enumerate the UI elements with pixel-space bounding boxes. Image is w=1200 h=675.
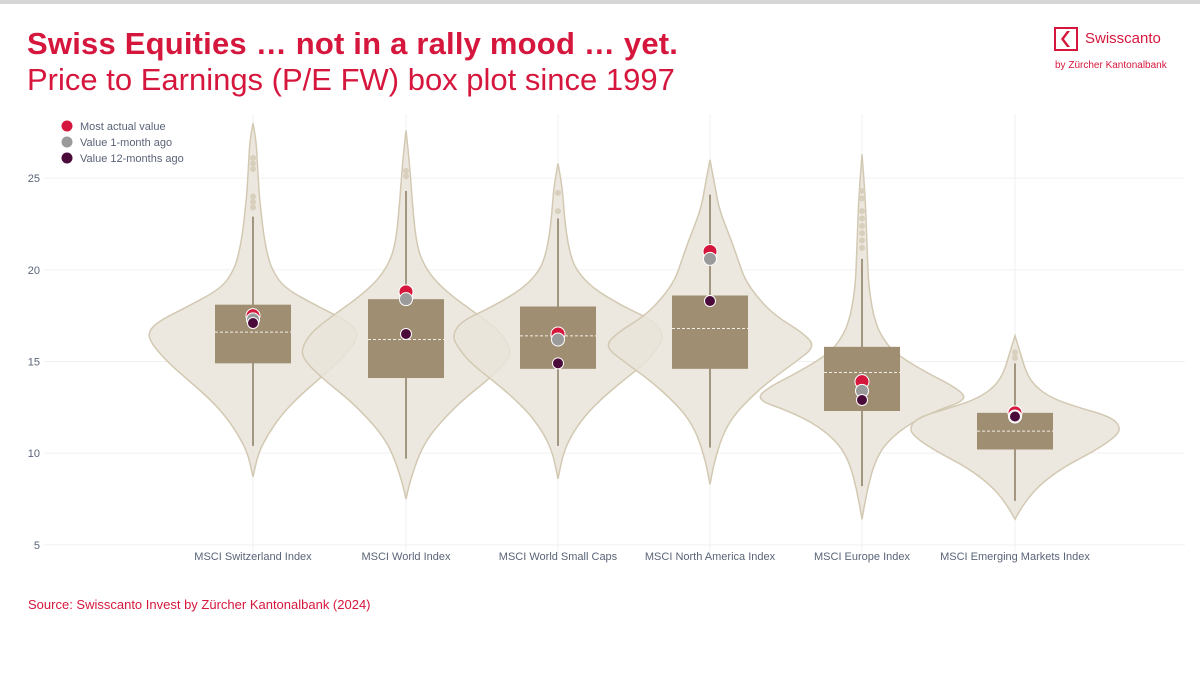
outlier-point — [859, 244, 865, 251]
top-divider — [0, 0, 1200, 4]
swisscanto-logo: Swisscanto by Zürcher Kantonalbank — [1054, 27, 1184, 77]
twelve-month-point — [400, 328, 412, 340]
logo-name: Swisscanto — [1085, 30, 1161, 47]
chart-title: Swiss Equities … not in a rally mood … y… — [27, 26, 679, 61]
legend-label: Most actual value — [80, 121, 166, 133]
outlier-point — [859, 222, 865, 229]
iqr-box — [672, 295, 748, 369]
x-tick-label: MSCI Emerging Markets Index — [940, 551, 1090, 563]
outlier-point — [250, 166, 256, 172]
twelve-month-point — [552, 357, 564, 370]
outlier-point — [859, 195, 865, 202]
source-note: Source: Swisscanto Invest by Zürcher Kan… — [28, 597, 371, 612]
outlier-point — [555, 189, 561, 196]
one-month-point — [551, 332, 565, 347]
y-tick-label: 25 — [28, 173, 40, 185]
one-month-point — [703, 251, 717, 266]
legend-marker — [61, 152, 73, 164]
outlier-point — [1012, 354, 1018, 361]
outlier-point — [250, 193, 256, 200]
twelve-month-point — [704, 295, 716, 307]
legend-label: Value 1-month ago — [80, 137, 172, 149]
outlier-point — [403, 173, 409, 180]
outlier-point — [250, 160, 256, 167]
twelve-month-point — [247, 317, 259, 329]
one-month-point — [399, 292, 413, 307]
y-tick-label: 15 — [28, 357, 40, 369]
x-tick-label: MSCI World Index — [361, 551, 451, 563]
legend-marker — [61, 120, 73, 132]
twelve-month-point — [1009, 410, 1021, 423]
outlier-point — [250, 155, 256, 161]
outlier-point — [859, 208, 865, 215]
chart-subtitle: Price to Earnings (P/E FW) box plot sinc… — [27, 62, 675, 97]
x-tick-label: MSCI North America Index — [645, 551, 776, 563]
x-tick-label: MSCI World Small Caps — [499, 551, 618, 563]
logo-tagline: by Zürcher Kantonalbank — [1055, 60, 1167, 71]
outlier-point — [859, 188, 865, 194]
y-tick-label: 5 — [34, 540, 40, 552]
twelve-month-point — [856, 394, 868, 406]
outlier-point — [250, 204, 256, 211]
legend-label: Value 12-months ago — [80, 153, 184, 165]
y-tick-label: 20 — [28, 265, 40, 277]
outlier-point — [1012, 349, 1018, 356]
outlier-point — [859, 230, 865, 237]
outlier-point — [250, 199, 256, 205]
x-tick-label: MSCI Switzerland Index — [194, 551, 312, 563]
x-tick-label: MSCI Europe Index — [814, 551, 910, 563]
outlier-point — [555, 208, 561, 215]
outlier-point — [859, 215, 865, 222]
y-tick-label: 10 — [28, 448, 40, 460]
legend-marker — [61, 136, 73, 148]
outlier-point — [859, 237, 865, 244]
outlier-point — [403, 167, 409, 174]
logo-mark-icon — [1054, 27, 1078, 51]
